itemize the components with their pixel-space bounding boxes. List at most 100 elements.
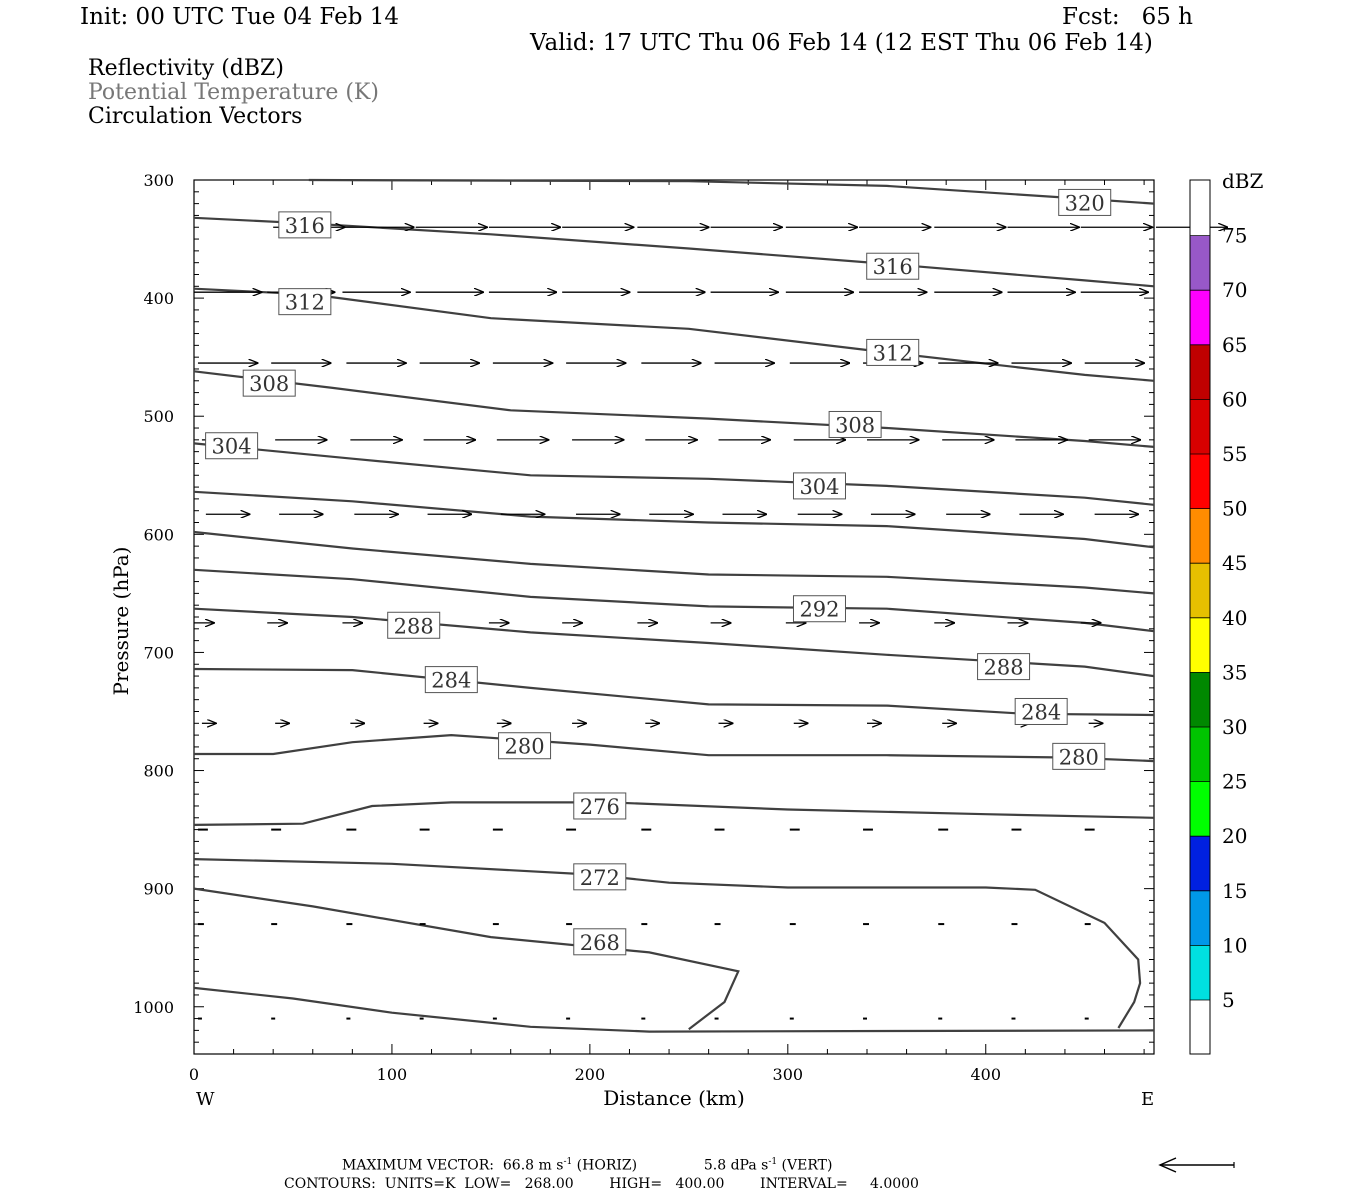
colorbar-swatch [1190,563,1210,618]
colorbar-tick-label: 40 [1222,606,1247,630]
vert-exponent: -1 [768,1157,778,1167]
colorbar-swatch [1190,890,1210,946]
y-tick-label: 900 [143,880,174,899]
horiz-exponent: -1 [563,1157,573,1167]
colorbar-swatch [1190,454,1210,509]
theta-contour-268 [193,887,740,1031]
contour-label-box [387,611,441,639]
colorbar-tick-label: 15 [1222,879,1247,903]
colorbar-swatch [1190,836,1210,891]
circulation-vectors [194,227,1227,1020]
theta-contour-264 [193,986,1155,1033]
colorbar-swatch [1190,672,1210,727]
contour-label-box [866,252,920,280]
axis-labels: Pressure (hPa) Distance (km) W E [109,547,1154,1110]
max-vector-label: MAXIMUM VECTOR: [342,1157,494,1174]
contour-label: 276 [580,795,620,819]
colorbar-swatch [1190,508,1210,564]
contour-label: 280 [1059,745,1099,769]
contour-label-box [828,410,882,438]
contour-label-box [573,863,627,891]
contour-label-box [866,338,920,366]
forecast-hour: Fcst: 65 h [1062,4,1193,30]
theta-contour-304 [193,442,1155,506]
colorbar-tick-label: 60 [1222,387,1247,411]
colorbar-swatch [1190,235,1210,291]
legend-potential-temperature: Potential Temperature (K) [88,80,379,105]
theta-contour-292 [193,568,1155,633]
colorbar-swatch [1190,945,1210,1000]
reference-vector-arrow [1158,1157,1235,1173]
contour-label-box [424,666,478,694]
contour-label-box [792,472,846,500]
theta-contour-308 [193,370,1155,448]
colorbar-swatch [1190,290,1210,345]
contour-label-box [205,432,259,460]
legend-circulation-vectors: Circulation Vectors [88,104,303,129]
contour-label: 284 [1021,700,1061,724]
contour-label: 272 [580,866,620,890]
theta-contour-316 [193,216,1155,288]
contour-label-box [498,732,552,760]
legend-reflectivity: Reflectivity (dBZ) [88,56,284,81]
contour-label: 312 [285,291,325,315]
valid-time: Valid: 17 UTC Thu 06 Feb 14 (12 EST Thu … [530,30,1153,56]
y-tick-label: 300 [143,171,174,190]
contours-info: CONTOURS: UNITS=K LOW= 268.00 HIGH= 400.… [284,1176,919,1192]
east-label: E [1141,1089,1154,1110]
colorbar-tick-label: 70 [1222,278,1247,302]
colorbar-tick-label: 30 [1222,715,1247,739]
theta-contour-296 [193,530,1155,595]
colorbar-tick-label: 35 [1222,660,1247,684]
contour-label: 284 [431,669,471,693]
x-tick-label: 100 [377,1065,408,1084]
axis-ticks: 300 400 500 600 700 800 900 1000 0 100 200 300 400 [133,171,1154,1084]
colorbar-tick-label: 10 [1222,933,1247,957]
y-tick-label: 700 [143,643,174,662]
contour-lines [193,178,1155,1033]
colorbar-tick-label: 20 [1222,824,1247,848]
contour-label: 320 [1065,191,1105,215]
colorbar-tick-label: 75 [1222,224,1247,248]
init-time: Init: 00 UTC Tue 04 Feb 14 [80,4,400,30]
colorbar-tick-label: 50 [1222,497,1247,521]
contour-label: 292 [799,598,839,622]
contour-label-box [573,928,627,956]
y-tick-label: 600 [143,525,174,544]
colorbar-swatch [1190,617,1210,673]
y-tick-label: 800 [143,762,174,781]
contour-label: 280 [505,735,545,759]
colorbar-tick-label: 65 [1222,333,1247,357]
theta-contour-320 [308,178,1155,205]
contour-label-box [573,792,627,820]
theta-contour-300 [193,490,1155,549]
y-tick-label: 500 [143,407,174,426]
y-tick-label: 400 [143,289,174,308]
horiz-value: 66.8 m s [502,1157,564,1174]
contour-label: 288 [394,614,434,638]
contour-label: 288 [984,656,1024,680]
contour-label: 308 [835,413,875,437]
colorbar-tick-label: 55 [1222,442,1247,466]
west-label: W [196,1089,215,1110]
colorbar-outline [1189,179,1211,1055]
contour-label: 312 [873,341,913,365]
contour-label: 304 [799,475,839,499]
colorbar-tick-label: 5 [1222,988,1235,1012]
colorbar-swatch [1190,727,1210,782]
colorbar-tick-label: 25 [1222,770,1247,794]
contour-label: 268 [580,931,620,955]
contour-label-box [977,653,1031,681]
y-axis-label: Pressure (hPa) [109,547,133,696]
max-vector-line: MAXIMUM VECTOR: 66.8 m s-1 (HORIZ) 5.8 d… [342,1157,832,1174]
theta-contour-312 [193,287,1155,382]
colorbar-swatch [1190,344,1210,400]
x-tick-label: 0 [189,1065,199,1084]
contour-label: 304 [212,435,252,459]
colorbar-tick-label: 45 [1222,551,1247,575]
vert-unit: (VERT) [781,1157,833,1174]
theta-contour-280 [194,733,1155,763]
contour-label-box [278,211,332,239]
x-axis-label: Distance (km) [603,1086,745,1110]
